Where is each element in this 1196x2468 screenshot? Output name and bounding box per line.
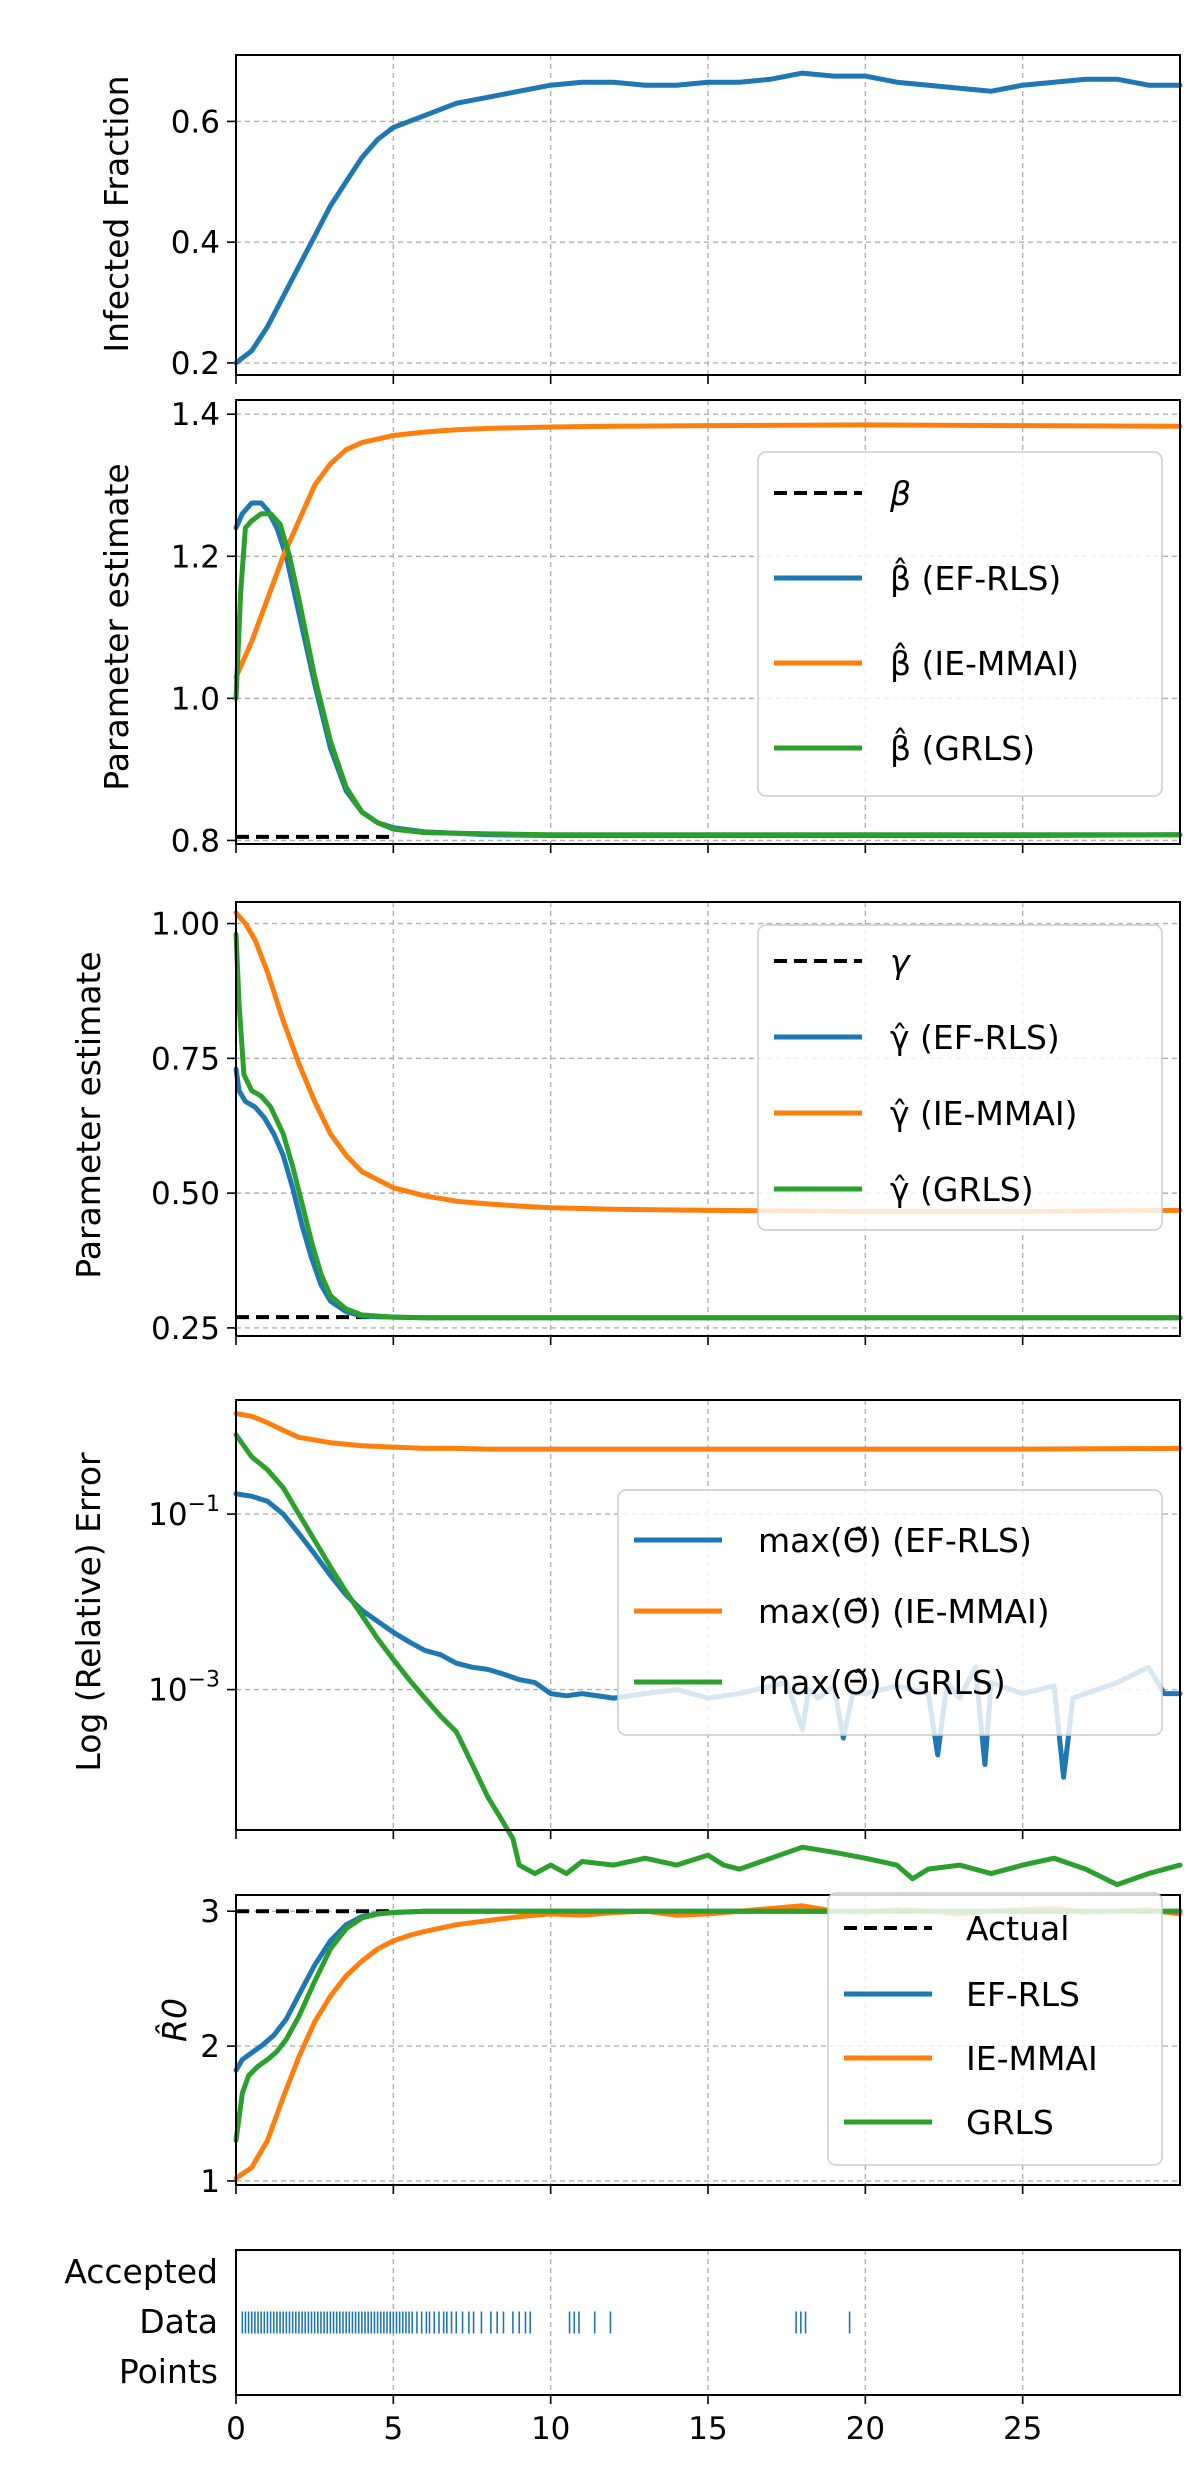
y-tick-label: 0.2 [171,346,220,382]
y-tick-label: 0.6 [171,104,220,140]
legend-beta: β β̂ (EF-RLS) β̂ (IE-MMAI) β̂ (GRLS) [757,451,1163,797]
y-tick-label: 1 [200,2164,220,2200]
legend-label-beta: β [889,474,911,513]
ylabel-accepted-line-2: Data [139,2302,218,2341]
legend-gamma: γ γ̂ (EF-RLS) γ̂ (IE-MMAI) γ̂ (GRLS) [757,924,1163,1231]
legend-label-beta-grls: β̂ (GRLS) [890,727,1035,768]
panel-beta-estimate: Parameter estimate 0.8 1.0 1.2 1.4 β β̂ (EF… [97,397,1183,859]
x-tick-label: 10 [531,2411,570,2447]
ylabel-log-error: Log (Relative) Error [69,1452,108,1772]
x-tick-label: 20 [846,2411,885,2447]
x-tick-label: 0 [226,2411,246,2447]
legend-r0: Actual EF-RLS IE-MMAI GRLS [827,1892,1163,2166]
panel-log-error: Log (Relative) Error 10−3 10−1 max(Θ̃) (E… [69,1399,1183,1888]
ylabel-beta-estimate: Parameter estimate [97,463,136,790]
ylabel-gamma-estimate: Parameter estimate [69,951,108,1278]
y-tick-label: 1.2 [171,539,220,575]
y-tick-label: 0.25 [151,1311,220,1347]
legend-label-r0-actual: Actual [966,1909,1069,1948]
y-tick-label: 1.4 [171,397,220,433]
series-infected-fraction-infected-fraction [233,70,1183,366]
axes-frame [235,1399,1181,1831]
legend-label-gamma: γ [890,942,911,981]
series-parameter-estimate-ie-mmai [233,910,1183,1214]
axes-frame [235,399,1181,845]
y-tick-label: 0.75 [151,1041,220,1077]
legend-label-gamma-efrls: γ̂ (EF-RLS) [890,1018,1060,1057]
legend-error: max(Θ̃) (EF-RLS) max(Θ̃) (IE-MMAI) max(Θ… [617,1489,1163,1736]
axes-frame [235,901,1181,1337]
axes-frame [235,2249,1181,2396]
legend-label-error-efrls: max(Θ̃) (EF-RLS) [758,1521,1032,1560]
panel-gamma-estimate: Parameter estimate 0.25 0.50 0.75 1.00 γ γ̂… [69,901,1183,1347]
x-tick-label: 15 [688,2411,727,2447]
y-tick-label: 1.00 [151,907,220,943]
x-tick-label: 25 [1003,2411,1042,2447]
series-parameter-estimate-ie-mmai [233,422,1183,680]
legend-label-r0-iemmai: IE-MMAI [966,2039,1098,2078]
series-r-0-grls [233,1908,1183,2143]
y-tick-label: 3 [200,1894,220,1930]
legend-label-r0-efrls: EF-RLS [966,1975,1080,2014]
axes-frame [235,54,1181,376]
series-parameter-estimate-grls [233,931,1183,1321]
legend-label-beta-iemmai: β̂ (IE-MMAI) [890,642,1079,683]
ylabel-r0: R̂0 [154,1998,194,2042]
series-log-relative-error-max-grls [233,1432,1183,1888]
panel-infected-fraction: Infected Fraction 0.2 0.4 0.6 [97,54,1183,384]
legend-label-r0-grls: GRLS [966,2103,1054,2142]
y-tick-label: 10−1 [148,1492,220,1533]
legend-label-gamma-grls: γ̂ (GRLS) [890,1170,1034,1209]
y-tick-label: 10−3 [148,1668,220,1709]
legend-label-error-iemmai: max(Θ̃) (IE-MMAI) [758,1592,1050,1631]
panel-accepted-data-points: Accepted Data Points 0 5 10 15 20 25 [64,2249,1181,2447]
y-tick-label: 0.50 [151,1176,220,1212]
series-log-relative-error-max-ie-mmai [233,1411,1183,1452]
legend-label-error-grls: max(Θ̃) (GRLS) [758,1663,1006,1702]
ylabel-accepted-line-1: Accepted [64,2252,218,2291]
y-tick-label: 0.8 [171,823,220,859]
ylabel-infected-fraction: Infected Fraction [97,75,136,352]
series-parameter-estimate-grls [233,511,1183,838]
ylabel-accepted-line-3: Points [119,2352,218,2391]
x-tick-label: 5 [383,2411,403,2447]
axes-frame [235,1894,1181,2186]
y-tick-label: 1.0 [171,681,220,717]
legend-label-beta-efrls: β̂ (EF-RLS) [890,557,1061,598]
legend-label-gamma-iemmai: γ̂ (IE-MMAI) [890,1094,1078,1133]
panel-r0: R̂0 1 2 3 Actual EF-RLS IE-MMAI GRLS [154,1892,1183,2200]
y-tick-label: 2 [200,2029,220,2065]
y-tick-label: 0.4 [171,225,220,261]
